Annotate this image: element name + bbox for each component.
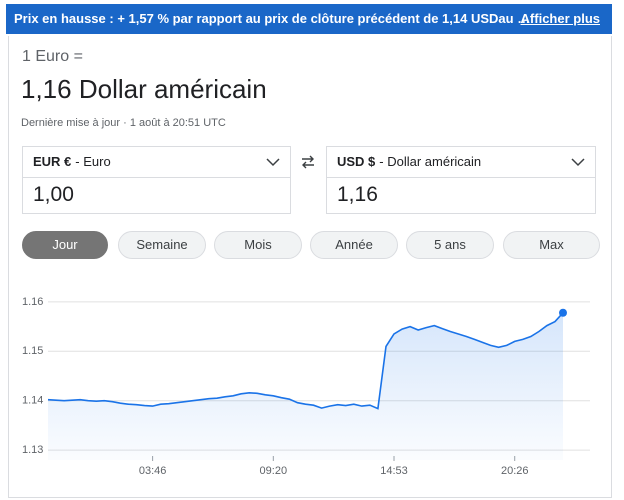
from-amount[interactable]: 1,00 bbox=[33, 183, 74, 206]
x-tick-label: 14:53 bbox=[380, 465, 408, 477]
range-tab[interactable]: 5 ans bbox=[406, 231, 494, 259]
range-tab[interactable]: Mois bbox=[214, 231, 302, 259]
updated: Dernière mise à jour · 1 août à 20:51 UT… bbox=[21, 117, 226, 129]
swap-icon[interactable] bbox=[300, 154, 316, 170]
y-tick-label: 1.13 bbox=[22, 444, 43, 456]
dropdown-icon bbox=[266, 158, 280, 167]
from-name: - Euro bbox=[75, 154, 111, 169]
banner: Prix en hausse : + 1,57 % par rapport au… bbox=[6, 4, 612, 34]
area bbox=[48, 312, 563, 460]
x-tick-label: 03:46 bbox=[139, 465, 167, 477]
to-code: USD $ bbox=[337, 154, 376, 169]
y-tick-label: 1.14 bbox=[22, 395, 43, 407]
y-tick-label: 1.15 bbox=[22, 345, 43, 357]
to-box: USD $ - Dollar américain 1,16 bbox=[326, 146, 596, 214]
x-tick-label: 20:26 bbox=[501, 465, 529, 477]
x-tick-label: 09:20 bbox=[260, 465, 288, 477]
show-more-link[interactable]: Afficher plus bbox=[520, 11, 600, 26]
line bbox=[47, 312, 564, 410]
result: 1,16 Dollar américain bbox=[21, 74, 267, 104]
base-amount: 1 Euro = bbox=[22, 48, 83, 65]
range-tab[interactable]: Jour bbox=[22, 231, 108, 259]
to-currency[interactable]: USD $ - Dollar américain bbox=[327, 147, 595, 178]
dropdown-icon bbox=[571, 158, 585, 167]
last-point bbox=[559, 308, 567, 317]
banner-text: Prix en hausse : + 1,57 % par rapport au… bbox=[14, 11, 531, 26]
y-tick-label: 1.16 bbox=[22, 296, 43, 308]
to-name: - Dollar américain bbox=[379, 154, 482, 169]
card bbox=[8, 36, 612, 498]
from-currency[interactable]: EUR € - Euro bbox=[23, 147, 290, 178]
range-tab[interactable]: Année bbox=[310, 231, 398, 259]
from-code: EUR € bbox=[33, 154, 72, 169]
from-box: EUR € - Euro 1,00 bbox=[22, 146, 291, 214]
range-tab[interactable]: Semaine bbox=[118, 231, 206, 259]
range-tab[interactable]: Max bbox=[503, 231, 600, 259]
to-amount[interactable]: 1,16 bbox=[337, 183, 378, 206]
